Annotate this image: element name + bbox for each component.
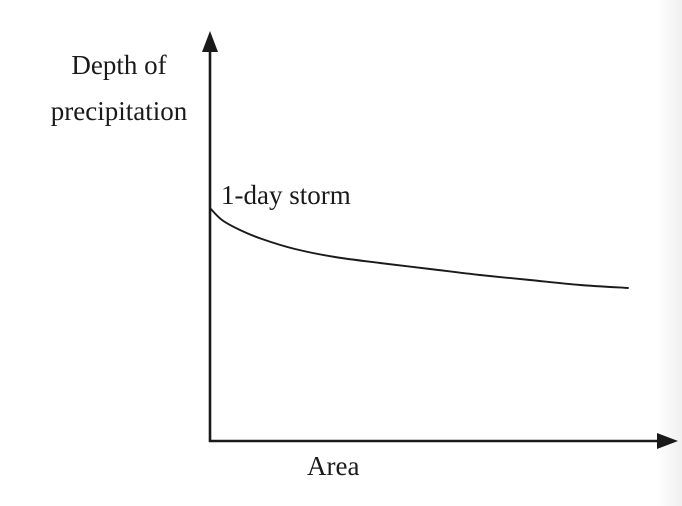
y-axis-arrowhead-icon (202, 31, 218, 52)
y-axis-label-line2: precipitation (50, 96, 188, 126)
storm-curve (209, 207, 629, 289)
y-axis-label-line1: Depth of (71, 50, 167, 80)
x-axis-label: Area (307, 451, 360, 481)
x-axis-arrowhead-icon (657, 433, 678, 449)
y-axis-label: Depth of precipitation (28, 42, 210, 134)
curve-label: 1-day storm (221, 180, 351, 210)
